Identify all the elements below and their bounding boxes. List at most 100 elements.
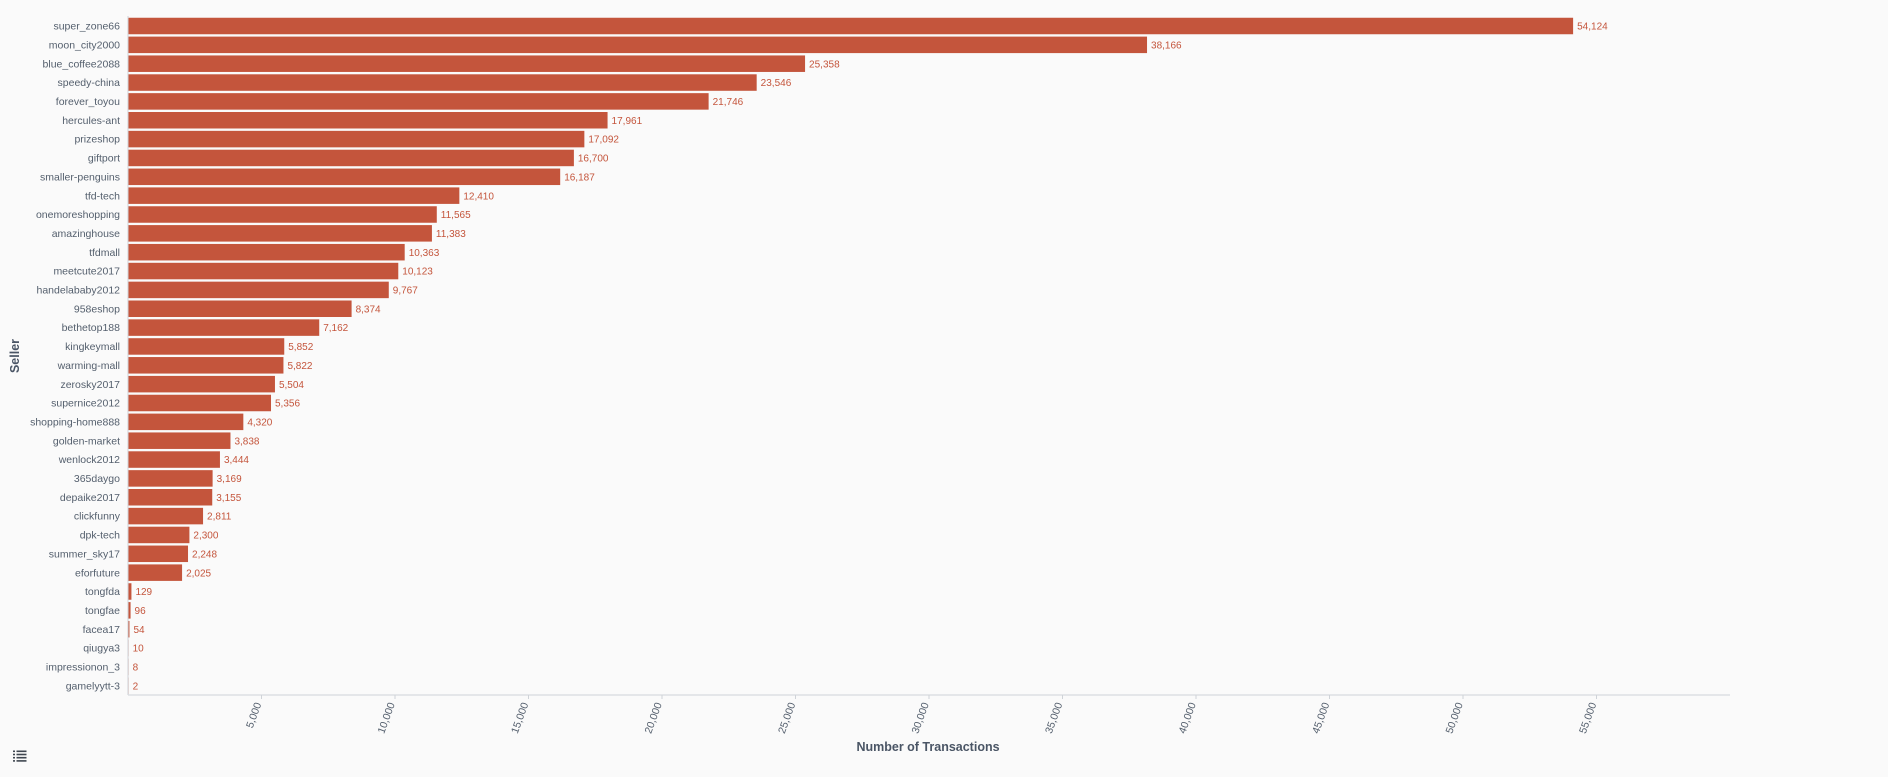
y-tick-label: smaller-penguins xyxy=(40,171,120,183)
y-tick-label: forever_toyou xyxy=(56,96,120,108)
value-label: 2 xyxy=(133,681,139,692)
y-tick-label: dpk-tech xyxy=(80,530,120,542)
value-label: 11,565 xyxy=(441,210,471,221)
value-label: 2,300 xyxy=(193,531,218,542)
y-tick-label: super_zone66 xyxy=(53,21,120,33)
bar-wenlock2012[interactable] xyxy=(128,451,220,468)
bar-handelababy2012[interactable] xyxy=(128,281,389,299)
y-tick-label: 365daygo xyxy=(74,473,120,485)
y-tick-label: speedy-china xyxy=(58,77,121,89)
bar-blue_coffee2088[interactable] xyxy=(128,55,806,72)
value-label: 23,546 xyxy=(761,78,792,89)
y-tick-label: depaike2017 xyxy=(60,492,120,504)
value-label: 5,822 xyxy=(287,361,312,372)
y-tick-label: supernice2012 xyxy=(51,398,120,410)
y-tick-label: onemoreshopping xyxy=(36,209,120,221)
y-tick-label: gamelyytt-3 xyxy=(66,680,120,692)
y-axis-labels: super_zone66 moon_city2000 blue_coffee2088… xyxy=(30,21,121,693)
y-tick-label: amazinghouse xyxy=(52,228,120,240)
bar-forever_toyou[interactable] xyxy=(128,93,709,110)
value-label: 3,444 xyxy=(224,455,249,466)
bar-clickfunny[interactable] xyxy=(128,507,204,525)
bar-super_zone66[interactable] xyxy=(128,17,1574,35)
y-tick-label: summer_sky17 xyxy=(49,548,120,560)
x-tick-label: 25,000 xyxy=(776,701,798,735)
value-label: 54 xyxy=(133,625,145,636)
bar-smaller-penguins[interactable] xyxy=(128,168,561,186)
value-label: 3,169 xyxy=(217,474,242,485)
bar-tfd-tech[interactable] xyxy=(128,187,460,204)
y-tick-label: clickfunny xyxy=(74,511,121,523)
bar-speedy-china[interactable] xyxy=(128,74,757,91)
x-axis-ticks: 5,000 10,000 15,000 20,000 25,000 30,000 35,00… xyxy=(244,695,1599,735)
value-label: 38,166 xyxy=(1151,40,1182,51)
y-tick-label: warming-mall xyxy=(57,360,120,372)
bar-meetcute2017[interactable] xyxy=(128,262,399,280)
x-tick-label: 10,000 xyxy=(376,701,398,735)
bar-kingkeymall[interactable] xyxy=(128,338,285,355)
value-label: 16,700 xyxy=(578,154,609,165)
value-label: 10 xyxy=(133,644,145,655)
y-tick-label: kingkeymall xyxy=(65,341,120,353)
value-label: 2,248 xyxy=(192,549,217,560)
bar-shopping-home888[interactable] xyxy=(128,413,244,431)
y-axis-title: Seller xyxy=(8,339,22,373)
bar-zerosky2017[interactable] xyxy=(128,375,275,393)
y-tick-label: handelababy2012 xyxy=(37,285,121,297)
y-tick-label: zerosky2017 xyxy=(60,379,120,391)
value-label: 12,410 xyxy=(463,191,494,202)
y-tick-label: blue_coffee2088 xyxy=(43,58,121,70)
bar-tongfda[interactable] xyxy=(128,583,132,600)
bar-365daygo[interactable] xyxy=(128,470,213,487)
bar-tongfae[interactable] xyxy=(128,602,131,619)
y-tick-label: hercules-ant xyxy=(62,115,120,127)
y-tick-label: facea17 xyxy=(83,624,121,636)
x-tick-label: 50,000 xyxy=(1444,701,1466,735)
bar-giftport[interactable] xyxy=(128,149,574,167)
value-label: 3,838 xyxy=(234,436,259,447)
value-label: 16,187 xyxy=(564,172,595,183)
list-icon[interactable] xyxy=(13,750,27,762)
bar-supernice2012[interactable] xyxy=(128,394,272,412)
bar-eforfuture[interactable] xyxy=(128,564,183,581)
y-tick-label: giftport xyxy=(88,153,120,165)
bar-summer_sky17[interactable] xyxy=(128,545,189,563)
bar-depaike2017[interactable] xyxy=(128,489,213,506)
value-label: 8 xyxy=(133,663,139,674)
bar-bethetop188[interactable] xyxy=(128,319,320,336)
y-tick-label: qiugya3 xyxy=(83,643,120,655)
y-tick-label: tfd-tech xyxy=(85,190,120,202)
value-label: 2,025 xyxy=(186,568,211,579)
bar-onemoreshopping[interactable] xyxy=(128,206,437,223)
bar-moon_city2000[interactable] xyxy=(128,36,1148,54)
value-label: 21,746 xyxy=(713,97,744,108)
value-label: 54,124 xyxy=(1577,22,1608,33)
value-label: 17,961 xyxy=(612,116,643,127)
bar-958eshop[interactable] xyxy=(128,300,352,318)
y-tick-label: wenlock2012 xyxy=(58,454,120,466)
bar-prizeshop[interactable] xyxy=(128,130,585,148)
bar-tfdmall[interactable] xyxy=(128,243,405,261)
y-tick-label: shopping-home888 xyxy=(30,416,120,428)
y-tick-label: impressionon_3 xyxy=(46,662,120,674)
value-label: 5,356 xyxy=(275,399,300,410)
y-tick-label: prizeshop xyxy=(74,134,120,146)
value-label: 4,320 xyxy=(247,417,272,428)
x-tick-label: 40,000 xyxy=(1177,701,1199,735)
bar-golden-market[interactable] xyxy=(128,432,231,449)
bar-hercules-ant[interactable] xyxy=(128,112,608,129)
value-label: 5,852 xyxy=(288,342,313,353)
bar-amazinghouse[interactable] xyxy=(128,225,432,242)
bar-dpk-tech[interactable] xyxy=(128,526,190,544)
bar-facea17[interactable] xyxy=(128,620,130,638)
value-label: 2,811 xyxy=(207,512,232,523)
value-label: 7,162 xyxy=(323,323,348,334)
x-tick-label: 5,000 xyxy=(244,701,264,730)
value-label: 17,092 xyxy=(588,135,619,146)
y-tick-label: tongfda xyxy=(85,586,120,598)
y-tick-label: eforfuture xyxy=(75,567,120,579)
bar-warming-mall[interactable] xyxy=(128,357,284,374)
x-tick-label: 15,000 xyxy=(509,701,531,735)
